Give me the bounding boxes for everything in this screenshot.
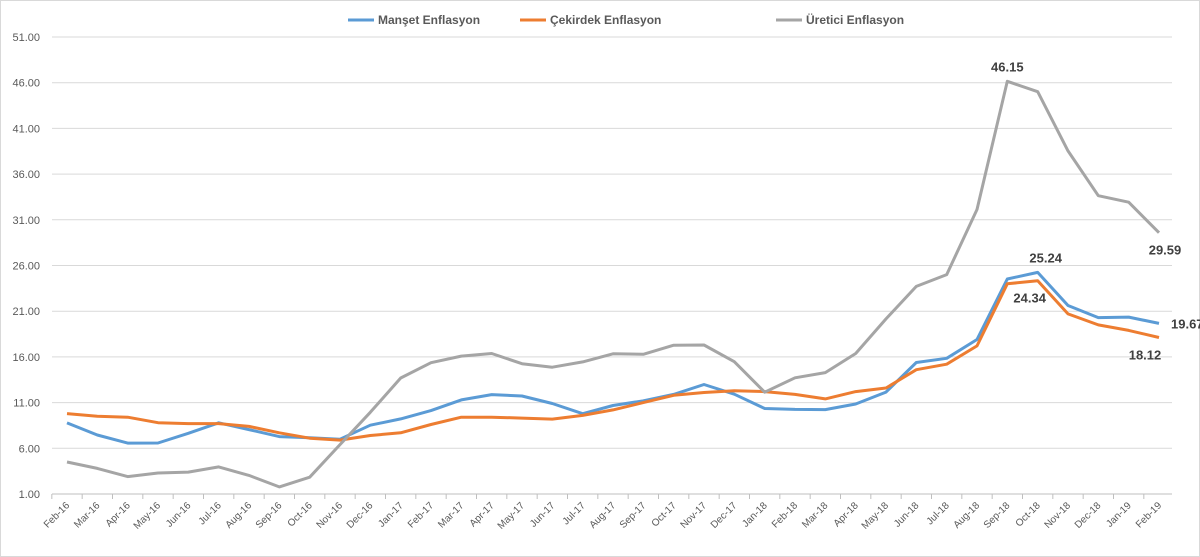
legend-label: Üretici Enflasyon (806, 12, 904, 27)
data-label: 25.24 (1029, 250, 1062, 265)
x-tick-label: Aug-17 (588, 500, 619, 531)
x-tick-label: Jul-18 (925, 500, 952, 527)
series-line-1 (66, 279, 1160, 442)
x-tick-label: Dec-17 (709, 500, 740, 531)
x-tick-label: Mar-17 (436, 500, 466, 530)
y-tick-label: 51.00 (12, 32, 40, 44)
x-tick-label: Aug-18 (952, 500, 983, 531)
x-tick-label: May-17 (496, 500, 528, 532)
x-tick-label: Sep-16 (254, 500, 285, 531)
y-tick-label: 1.00 (19, 489, 40, 501)
x-tick-label: Apr-16 (104, 500, 133, 529)
x-tick-label: Oct-17 (650, 500, 679, 529)
x-tick-label: Jun-16 (164, 500, 194, 530)
x-tick-label: Nov-16 (315, 500, 346, 531)
y-tick-label: 46.00 (12, 78, 40, 90)
x-tick-label: Nov-17 (679, 500, 710, 531)
y-tick-label: 36.00 (12, 169, 40, 181)
series-line-2 (66, 79, 1161, 489)
x-tick-label: May-16 (132, 500, 164, 532)
x-tick-label: May-18 (860, 500, 892, 532)
series-line-0 (66, 270, 1160, 445)
y-tick-label: 11.00 (13, 398, 40, 410)
x-tick-label: Feb-18 (770, 500, 800, 530)
x-tick-label: Jan-18 (740, 500, 770, 530)
x-tick-label: Feb-17 (406, 500, 436, 530)
x-tick-label: Jan-19 (1104, 500, 1134, 530)
x-tick-label: Feb-16 (42, 500, 72, 530)
y-tick-label: 21.00 (12, 306, 40, 318)
x-tick-label: Mar-18 (800, 500, 830, 530)
x-tick-label: Sep-18 (982, 500, 1013, 531)
x-tick-label: Feb-19 (1134, 500, 1164, 530)
x-tick-label: Apr-17 (468, 500, 497, 529)
x-tick-label: Jun-17 (528, 500, 558, 530)
x-tick-label: Apr-18 (832, 500, 861, 529)
x-tick-label: Mar-16 (72, 500, 102, 530)
x-tick-label: Sep-17 (618, 500, 649, 531)
x-tick-label: Oct-16 (286, 500, 315, 529)
x-tick-label: Aug-16 (224, 500, 255, 531)
y-tick-label: 16.00 (12, 352, 40, 364)
legend-label: Manşet Enflasyon (378, 13, 480, 27)
x-tick-label: Nov-18 (1043, 500, 1074, 531)
x-tick-label: Jan-17 (376, 500, 406, 530)
data-label: 18.12 (1129, 348, 1162, 363)
x-tick-label: Dec-16 (345, 500, 376, 531)
y-tick-label: 26.00 (12, 261, 40, 273)
x-tick-label: Oct-18 (1014, 500, 1043, 529)
x-tick-label: Jul-17 (561, 500, 588, 527)
data-label: 46.15 (991, 59, 1024, 74)
data-label: 24.34 (1013, 291, 1046, 306)
x-tick-label: Jul-16 (197, 500, 224, 527)
legend-label: Çekirdek Enflasyon (550, 13, 661, 27)
data-label: 19.67 (1171, 316, 1200, 331)
y-tick-label: 31.00 (12, 215, 40, 227)
x-tick-label: Dec-18 (1073, 500, 1104, 531)
y-tick-label: 6.00 (19, 443, 40, 455)
x-tick-label: Jun-18 (892, 500, 922, 530)
data-label: 29.59 (1149, 243, 1182, 258)
y-tick-label: 41.00 (12, 123, 40, 135)
